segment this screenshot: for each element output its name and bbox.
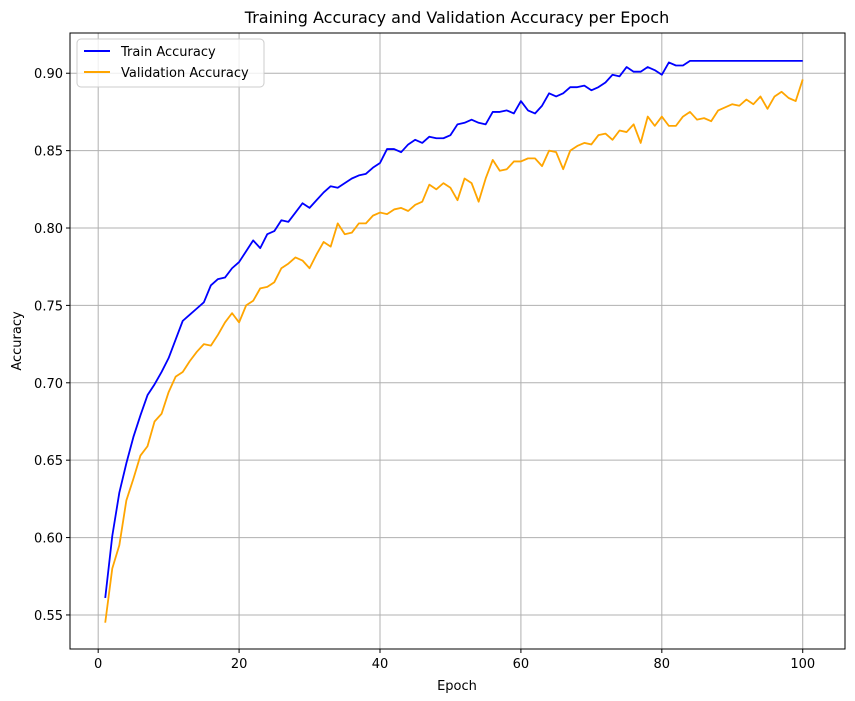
x-axis-ticks: 0 20 40 60 80 100 [94, 649, 815, 672]
x-tick-label: 0 [94, 657, 102, 672]
legend-box [76, 38, 265, 88]
series-lines [104, 59, 804, 623]
legend-label-validation: Validation Accuracy [121, 66, 249, 81]
y-tick-label: 0.75 [34, 299, 63, 314]
x-axis-label: Epoch [437, 679, 477, 694]
y-tick-label: 0.70 [34, 377, 63, 392]
validation-accuracy-line [104, 79, 804, 623]
chart-title: Training Accuracy and Validation Accurac… [244, 8, 669, 27]
y-axis-ticks: 0.55 0.60 0.65 0.70 0.75 0.80 0.85 0.90 [34, 67, 70, 624]
y-tick-label: 0.60 [34, 532, 63, 547]
x-tick-label: 80 [654, 657, 671, 672]
plot-frame [69, 32, 846, 650]
x-tick-label: 100 [790, 657, 815, 672]
y-tick-label: 0.80 [34, 222, 63, 237]
y-tick-label: 0.55 [34, 609, 63, 624]
legend: Train Accuracy Validation Accuracy [76, 38, 265, 88]
y-tick-label: 0.85 [34, 145, 63, 160]
x-tick-label: 20 [231, 657, 248, 672]
x-tick-label: 60 [513, 657, 530, 672]
y-tick-label: 0.90 [34, 67, 63, 82]
x-tick-label: 40 [372, 657, 389, 672]
train-accuracy-line [104, 59, 803, 599]
y-axis-label: Accuracy [10, 311, 25, 371]
legend-label-train: Train Accuracy [120, 45, 216, 60]
y-tick-label: 0.65 [34, 454, 63, 469]
